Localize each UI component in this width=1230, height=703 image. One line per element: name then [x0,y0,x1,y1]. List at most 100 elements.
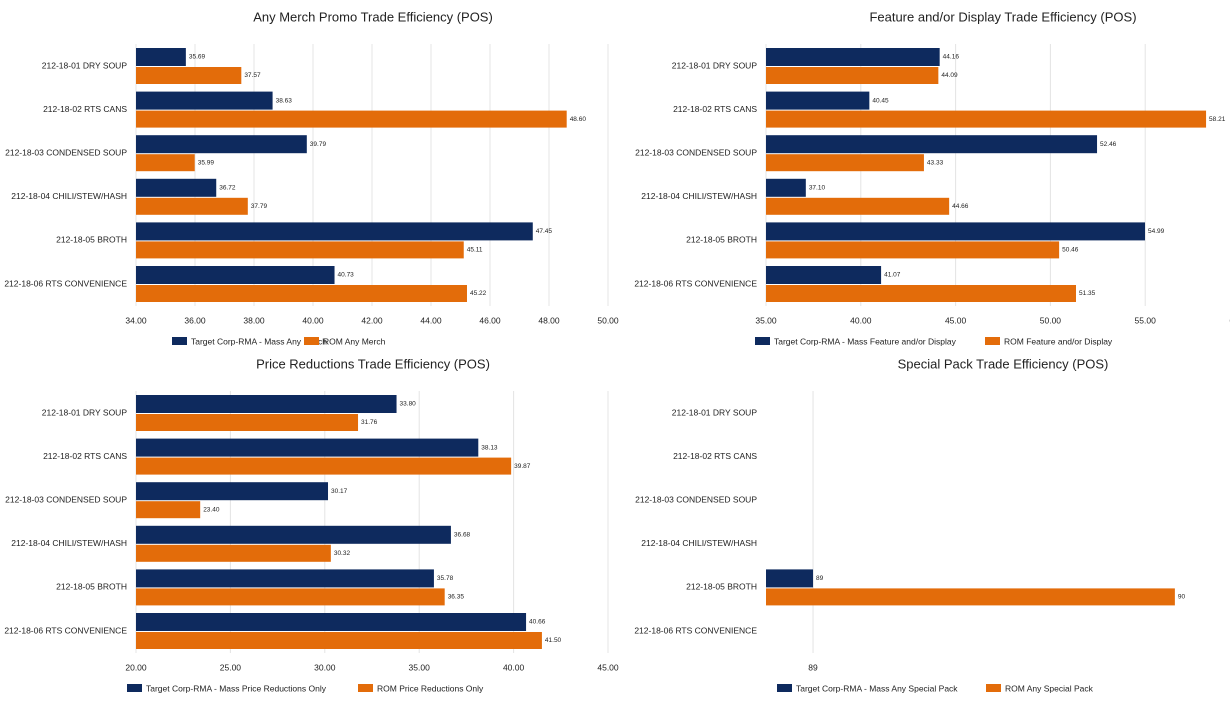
bar [136,457,512,475]
value-label: 43.33 [927,159,944,166]
x-tick-label: 45.00 [945,315,967,325]
bar [136,266,335,284]
value-label: 44.66 [952,203,969,210]
x-tick-label: 50.00 [597,315,619,325]
x-tick-label: 42.00 [361,315,383,325]
category-label: 212-18-04 CHILI/STEW/HASH [641,191,757,201]
category-label: 212-18-02 RTS CANS [43,451,127,461]
chart-title: Price Reductions Trade Efficiency (POS) [256,356,490,371]
bar [136,197,248,215]
x-tick-label: 40.00 [302,315,324,325]
value-label: 51.35 [1079,290,1096,297]
value-label: 40.66 [529,619,546,626]
bar [136,48,186,66]
bar [136,110,567,128]
bar [136,588,445,606]
x-tick-label: 38.00 [243,315,265,325]
bar [136,222,533,241]
category-label: 212-18-01 DRY SOUP [42,407,128,417]
legend-swatch [172,337,187,345]
bar [136,67,242,84]
x-tick-label: 40.00 [850,315,872,325]
value-label: 45.22 [470,290,487,297]
category-label: 212-18-06 RTS CONVENIENCE [634,278,757,288]
x-tick-label: 20.00 [125,662,147,672]
bar [766,154,924,172]
category-label: 212-18-05 BROTH [686,582,757,592]
category-label: 212-18-03 CONDENSED SOUP [5,147,127,157]
x-tick-label: 55.00 [1135,315,1157,325]
value-label: 40.45 [872,97,889,104]
category-label: 212-18-01 DRY SOUP [672,60,758,70]
bar [136,544,331,562]
category-label: 212-18-03 CONDENSED SOUP [635,494,757,504]
value-label: 58.21 [1209,116,1226,123]
bar [136,569,434,588]
bar [136,501,201,519]
bar [136,241,464,259]
bar [136,91,273,110]
bar [136,613,527,631]
category-label: 212-18-05 BROTH [686,235,757,245]
legend-label: Target Corp-RMA - Mass Feature and/or Di… [774,336,957,346]
category-label: 212-18-05 BROTH [56,582,127,592]
value-label: 35.78 [437,575,454,582]
bar [136,285,467,302]
value-label: 39.87 [514,463,531,470]
value-label: 36.68 [454,532,471,539]
x-tick-label: 36.00 [184,315,206,325]
bar [766,67,939,84]
value-label: 38.63 [276,97,293,104]
category-label: 212-18-02 RTS CANS [673,451,757,461]
value-label: 44.09 [941,72,958,79]
value-label: 89 [816,575,824,582]
bar [136,482,329,501]
legend-swatch [755,337,770,345]
value-label: 35.69 [189,54,206,61]
value-label: 41.07 [884,272,901,279]
bar [766,569,814,588]
bar [766,241,1060,259]
bar [136,154,195,172]
bar [766,266,882,284]
category-label: 212-18-01 DRY SOUP [42,60,128,70]
x-tick-label: 30.00 [314,662,336,672]
bar [766,588,1175,606]
bar [136,135,307,154]
value-label: 37.57 [244,72,261,79]
value-label: 31.76 [361,419,378,426]
value-label: 48.60 [570,116,587,123]
value-label: 47.45 [536,228,553,235]
bar [766,178,806,197]
x-tick-label: 89 [808,662,818,672]
value-label: 35.99 [198,159,215,166]
value-label: 39.79 [310,141,327,148]
value-label: 54.99 [1148,228,1165,235]
legend-label: Target Corp-RMA - Mass Any Merch [191,336,327,346]
bar [136,632,542,649]
value-label: 44.16 [943,54,960,61]
legend-label: Target Corp-RMA - Mass Price Reductions … [146,683,327,693]
x-tick-label: 35.00 [755,315,777,325]
category-label: 212-18-05 BROTH [56,235,127,245]
value-label: 50.46 [1062,247,1079,254]
legend-label: ROM Price Reductions Only [377,683,484,693]
value-label: 37.10 [809,185,826,192]
category-label: 212-18-06 RTS CONVENIENCE [634,625,757,635]
bar [766,110,1207,128]
value-label: 52.46 [1100,141,1117,148]
legend-swatch [304,337,319,345]
value-label: 30.32 [334,550,351,557]
value-label: 23.40 [203,506,220,513]
bar [766,135,1098,154]
x-tick-label: 44.00 [420,315,442,325]
bar [766,285,1076,302]
value-label: 36.35 [448,594,465,601]
x-tick-label: 34.00 [125,315,147,325]
category-label: 212-18-03 CONDENSED SOUP [635,147,757,157]
category-label: 212-18-06 RTS CONVENIENCE [4,625,127,635]
legend-label: Target Corp-RMA - Mass Any Special Pack [796,683,958,693]
x-tick-label: 50.00 [1040,315,1062,325]
category-label: 212-18-02 RTS CANS [43,104,127,114]
